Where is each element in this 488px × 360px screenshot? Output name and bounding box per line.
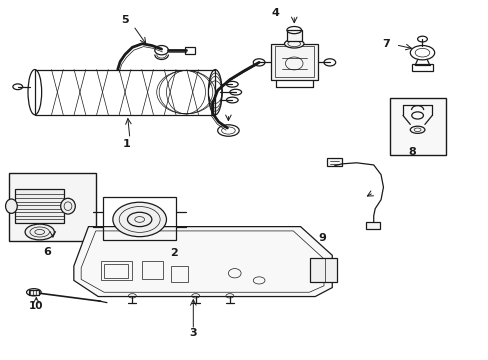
Polygon shape — [74, 226, 331, 297]
Ellipse shape — [284, 40, 304, 48]
Text: 5: 5 — [121, 15, 128, 26]
Ellipse shape — [5, 199, 17, 213]
Bar — [411, 64, 432, 71]
Bar — [366, 222, 379, 229]
Ellipse shape — [409, 126, 424, 134]
Bar — [389, 98, 445, 155]
Bar — [35, 69, 215, 115]
Text: 1: 1 — [122, 139, 130, 149]
Text: 9: 9 — [318, 233, 326, 243]
Bar — [103, 197, 176, 240]
Text: 8: 8 — [408, 147, 416, 157]
Text: 10: 10 — [28, 301, 43, 311]
Bar — [327, 158, 341, 166]
Bar — [171, 266, 188, 282]
Ellipse shape — [113, 202, 166, 237]
Bar — [29, 290, 39, 295]
Bar — [104, 264, 128, 278]
Text: 3: 3 — [189, 328, 197, 338]
Bar — [184, 47, 194, 54]
Bar — [271, 44, 317, 80]
Bar — [142, 261, 162, 279]
Ellipse shape — [61, 198, 75, 214]
Text: 2: 2 — [169, 248, 177, 258]
Text: 7: 7 — [381, 40, 389, 49]
Bar — [287, 30, 302, 41]
Bar — [15, 189, 64, 223]
Bar — [274, 46, 314, 77]
Ellipse shape — [25, 224, 54, 240]
Bar — [310, 258, 336, 282]
Bar — [9, 173, 96, 241]
Text: 6: 6 — [43, 247, 51, 257]
Text: 4: 4 — [271, 8, 279, 18]
Bar — [101, 261, 132, 280]
